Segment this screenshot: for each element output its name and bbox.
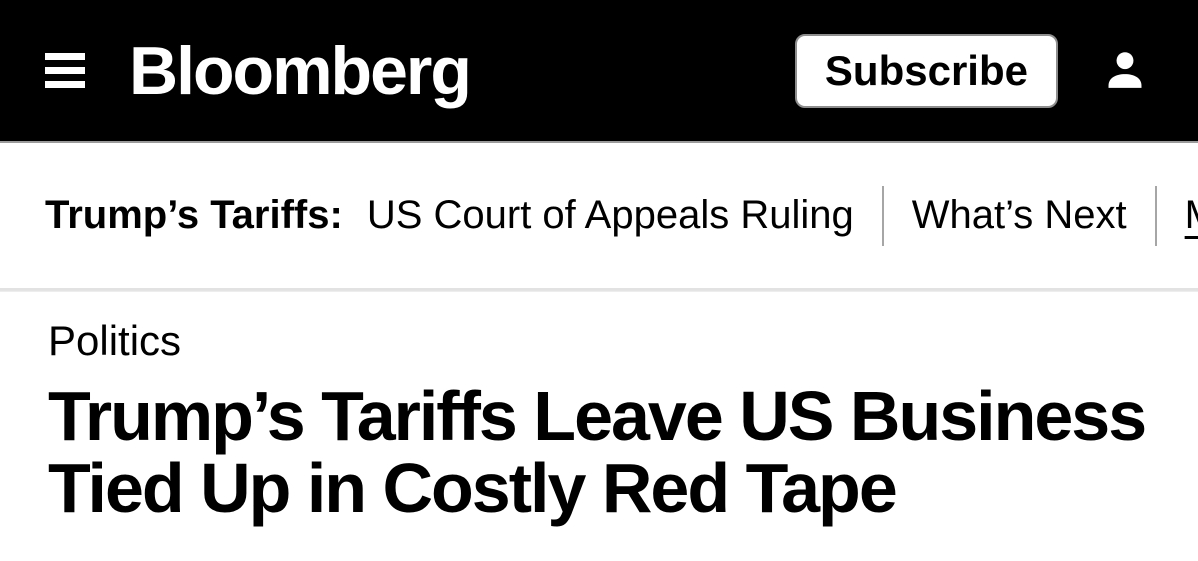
hamburger-icon bbox=[45, 53, 85, 60]
topic-bar: Trump’s Tariffs: US Court of Appeals Rul… bbox=[0, 143, 1198, 288]
article-headline: Trump’s Tariffs Leave US Business Tied U… bbox=[48, 380, 1150, 524]
topic-link-truncated[interactable]: M bbox=[1185, 193, 1198, 238]
section-divider bbox=[0, 288, 1198, 292]
topic-label: Trump’s Tariffs: bbox=[45, 193, 343, 237]
headline-line-2: Tied Up in Costly Red Tape bbox=[48, 449, 898, 528]
article: Politics Trump’s Tariffs Leave US Busine… bbox=[0, 292, 1198, 524]
section-label-politics[interactable]: Politics bbox=[48, 317, 182, 364]
vertical-divider bbox=[1154, 185, 1157, 246]
bloomberg-logo[interactable]: Bloomberg bbox=[129, 32, 472, 109]
topic-link-whats-next[interactable]: What’s Next bbox=[911, 193, 1127, 237]
topic-link-court-ruling[interactable]: US Court of Appeals Ruling bbox=[366, 193, 854, 237]
person-icon bbox=[1108, 51, 1142, 88]
vertical-divider bbox=[881, 185, 884, 246]
hamburger-icon bbox=[45, 67, 85, 74]
subscribe-button[interactable]: Subscribe bbox=[794, 33, 1058, 108]
top-header: Bloomberg Subscribe bbox=[0, 0, 1198, 143]
headline-line-1: Trump’s Tariffs Leave US Business bbox=[48, 377, 1147, 456]
hamburger-icon bbox=[45, 81, 85, 88]
account-button[interactable] bbox=[1102, 48, 1148, 94]
menu-button[interactable] bbox=[45, 53, 85, 88]
